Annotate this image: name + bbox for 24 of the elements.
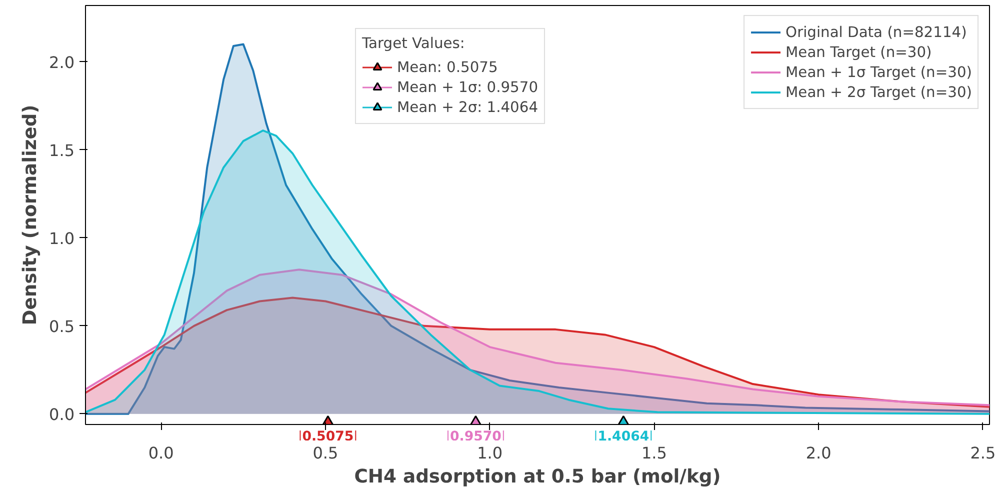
- text: 0.5075: [302, 430, 354, 444]
- y-tick-label: 0.5: [49, 316, 75, 336]
- legend-label: Mean + 2σ Target (n=30): [786, 84, 972, 100]
- x-tick-label: 1.0: [477, 444, 503, 462]
- legend-label: Mean + 1σ Target (n=30): [786, 64, 972, 80]
- x-tick-label: 0.5: [312, 444, 338, 462]
- x-tick-label: 1.5: [641, 444, 667, 462]
- y-tick-label: 0.0: [49, 404, 75, 424]
- y-tick-label: 2.0: [49, 52, 75, 72]
- y-tick-label: 1.0: [49, 228, 75, 248]
- y-tick-label: 1.5: [49, 140, 75, 160]
- legend-label: Mean: 0.5075: [397, 58, 498, 76]
- legend-title: Target Values:: [362, 35, 466, 52]
- x-tick-label: 0.0: [148, 444, 174, 462]
- x-tick-label: 2.5: [970, 444, 996, 462]
- text: 0.9570: [450, 430, 502, 444]
- legend-label: Mean + 1σ: 0.9570: [397, 78, 538, 96]
- text: 1.4064: [598, 430, 650, 444]
- x-tick-label: 2.0: [806, 444, 832, 462]
- legend-label: Original Data (n=82114): [786, 24, 967, 40]
- legend-label: Mean + 2σ: 1.4064: [397, 98, 538, 116]
- x-axis-title: CH4 adsorption at 0.5 bar (mol/kg): [354, 466, 721, 488]
- legend-label: Mean Target (n=30): [786, 44, 932, 60]
- y-axis-title: Density (normalized): [20, 104, 42, 326]
